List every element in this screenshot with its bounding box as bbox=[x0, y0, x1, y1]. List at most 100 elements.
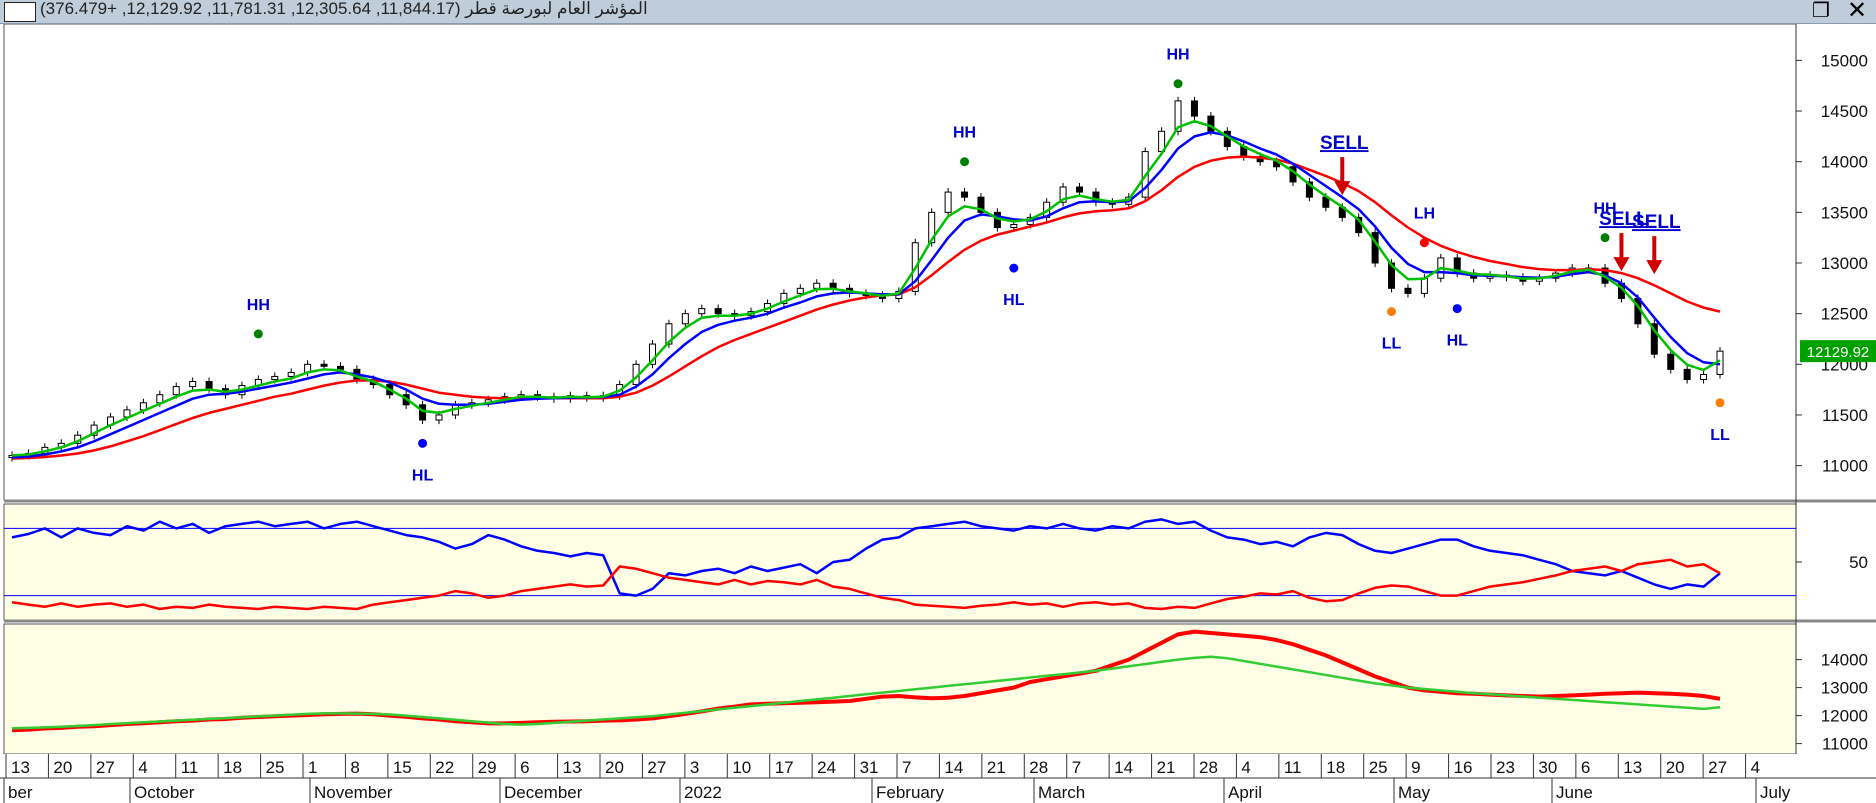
candle bbox=[681, 313, 689, 325]
sell-signal-label: SELL bbox=[1320, 133, 1369, 154]
candle bbox=[1683, 368, 1691, 381]
candle bbox=[435, 414, 443, 421]
x-axis-month-label: 2022 bbox=[684, 783, 722, 802]
swing-point-marker bbox=[1387, 307, 1397, 317]
x-axis-day-label: 21 bbox=[1157, 758, 1176, 777]
x-axis-day-label: 22 bbox=[435, 758, 454, 777]
x-axis-day-label: 20 bbox=[605, 758, 624, 777]
x-axis-day-label: 16 bbox=[1454, 758, 1473, 777]
oscillator-line bbox=[11, 558, 1721, 611]
window-title: المؤشر العام لبورصة قطر (11,844.17, 12,3… bbox=[40, 0, 648, 18]
swing-point-label: HL bbox=[1003, 292, 1025, 309]
x-axis-day-label: 14 bbox=[944, 758, 963, 777]
lower-axis-tick-label: 12000 bbox=[1821, 707, 1868, 726]
swing-point-label: HH bbox=[953, 125, 976, 142]
candle bbox=[698, 308, 706, 315]
x-axis-day-label: 13 bbox=[563, 758, 582, 777]
x-axis-month-label: April bbox=[1228, 783, 1262, 802]
x-axis-day-label: 18 bbox=[1326, 758, 1345, 777]
oscillator-axis-tick-label: 50 bbox=[1849, 553, 1868, 572]
close-button[interactable]: ✕ bbox=[1846, 0, 1868, 24]
lower-axis-tick-label: 13000 bbox=[1821, 679, 1868, 698]
candle bbox=[928, 211, 936, 244]
price-axis-tick-label: 11000 bbox=[1822, 457, 1868, 476]
price-moving-average-line bbox=[11, 119, 1721, 457]
candle bbox=[1059, 186, 1067, 203]
candle bbox=[1420, 277, 1428, 294]
x-axis-day-label: 6 bbox=[1581, 758, 1590, 777]
candle bbox=[287, 371, 295, 377]
swing-point-label: LL bbox=[1710, 427, 1730, 444]
candle bbox=[336, 365, 344, 370]
lower-axis-tick-label: 11000 bbox=[1822, 735, 1868, 754]
swing-point-marker bbox=[1009, 263, 1019, 273]
candle bbox=[1404, 287, 1412, 294]
x-axis-day-label: 7 bbox=[902, 758, 911, 777]
x-axis-day-label: 29 bbox=[478, 758, 497, 777]
candle bbox=[649, 343, 656, 365]
candle bbox=[90, 424, 98, 436]
x-axis-day-label: 31 bbox=[860, 758, 879, 777]
candle bbox=[1650, 323, 1658, 355]
sell-arrow-head bbox=[1613, 257, 1630, 272]
x-axis-day-label: 27 bbox=[96, 758, 115, 777]
oscillator-panel-bg bbox=[3, 503, 1797, 621]
x-axis-day-label: 3 bbox=[690, 758, 699, 777]
candle bbox=[205, 381, 213, 390]
x-axis-day-label: 15 bbox=[393, 758, 412, 777]
x-axis-month-label: December bbox=[504, 783, 583, 802]
candle bbox=[665, 323, 673, 345]
price-axis-tick-label: 13000 bbox=[1821, 254, 1868, 273]
x-axis-day-label: 11 bbox=[1284, 758, 1302, 777]
x-axis-day-label: 20 bbox=[1666, 758, 1685, 777]
candle bbox=[714, 308, 722, 315]
swing-point-label: LH bbox=[1414, 206, 1435, 223]
swing-point-label: HL bbox=[412, 467, 434, 484]
swing-point-marker bbox=[253, 329, 263, 339]
price-axis-tick-label: 13500 bbox=[1821, 203, 1868, 222]
x-axis-day-label: 7 bbox=[1072, 758, 1081, 777]
sell-signal-label: SELL bbox=[1599, 209, 1648, 230]
x-axis-day-label: 8 bbox=[350, 758, 359, 777]
x-axis-day-label: 4 bbox=[1241, 758, 1250, 777]
x-axis-day-label: 21 bbox=[987, 758, 1006, 777]
x-axis-day-label: 4 bbox=[1751, 758, 1760, 777]
lower-panel-bg bbox=[3, 623, 1797, 755]
candle bbox=[1305, 181, 1313, 198]
swing-point-marker bbox=[1173, 79, 1183, 89]
x-axis-month-label: June bbox=[1556, 783, 1593, 802]
x-axis-day-label: 9 bbox=[1411, 758, 1420, 777]
x-axis-month-label: November bbox=[314, 783, 393, 802]
window-icon bbox=[4, 2, 36, 22]
x-axis-day-label: 10 bbox=[732, 758, 751, 777]
candle bbox=[977, 196, 985, 213]
candle bbox=[1667, 353, 1675, 370]
candle bbox=[1174, 100, 1182, 132]
swing-point-label: LL bbox=[1382, 336, 1402, 353]
price-axis-tick-label: 15000 bbox=[1821, 51, 1868, 70]
x-axis-day-label: 27 bbox=[647, 758, 666, 777]
x-axis-day-label: 13 bbox=[11, 758, 30, 777]
sell-arrow-head bbox=[1334, 181, 1351, 196]
price-panel-bg bbox=[3, 24, 1797, 501]
candle bbox=[961, 191, 969, 198]
candle bbox=[1190, 100, 1198, 117]
x-axis-day-label: 13 bbox=[1623, 758, 1642, 777]
swing-point-marker bbox=[1600, 233, 1610, 243]
x-axis-month-label: ber bbox=[8, 783, 33, 802]
x-axis-day-label: 28 bbox=[1199, 758, 1218, 777]
candle bbox=[1700, 373, 1708, 381]
swing-point-label: HH bbox=[1593, 201, 1616, 218]
x-axis-month-label: March bbox=[1038, 783, 1085, 802]
sell-arrow-head bbox=[1646, 260, 1663, 275]
candle bbox=[189, 381, 197, 388]
candle bbox=[796, 287, 804, 294]
swing-point-marker bbox=[1452, 304, 1462, 314]
x-axis-day-label: 18 bbox=[223, 758, 242, 777]
oscillator-line bbox=[11, 518, 1721, 597]
x-axis-day-label: 20 bbox=[53, 758, 72, 777]
restore-button[interactable]: ❐ bbox=[1812, 0, 1830, 22]
last-value-label: 12129.92 bbox=[1807, 344, 1870, 361]
swing-point-marker bbox=[1715, 398, 1725, 408]
x-axis-day-label: 6 bbox=[520, 758, 529, 777]
